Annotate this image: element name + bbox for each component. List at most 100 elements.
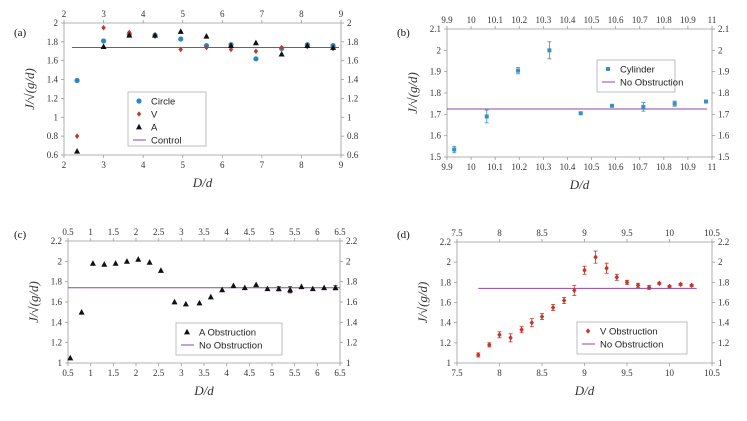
x-tick-label: 2	[134, 368, 139, 378]
y-tick-label: 1.2	[51, 338, 62, 348]
x-axis-label: D/d	[569, 177, 590, 192]
data-point	[497, 331, 502, 338]
legend: Cylinder No Obstruction	[596, 59, 683, 93]
x-tick-label: 10.7	[632, 162, 648, 172]
y-tick-label: 0.6	[47, 150, 59, 160]
x-axis-label: D/d	[193, 383, 214, 398]
data-point	[203, 33, 210, 39]
x-tick-label: 4	[141, 160, 146, 170]
y-tick-label-right: 2	[346, 256, 351, 266]
x-tick-label-top: 10.5	[584, 15, 600, 25]
x-tick-label: 6	[220, 160, 225, 170]
data-point	[635, 282, 641, 289]
data-point	[578, 111, 583, 116]
series-cylinder	[452, 41, 708, 154]
x-tick-label-top: 4.5	[244, 227, 256, 237]
y-tick-label: 2	[447, 257, 452, 267]
legend-label: V Obstruction	[600, 327, 658, 338]
panel-tag: (a)	[14, 27, 27, 39]
x-tick-label-top: 10.8	[656, 15, 672, 25]
y-tick-label: 0.8	[47, 131, 59, 141]
legend: A Obstruction No Obstruction	[175, 322, 283, 356]
y-tick-label-right: 1.6	[718, 131, 730, 141]
x-tick-label: 1.5	[108, 368, 120, 378]
x-tick-label-top: 6	[315, 227, 320, 237]
y-tick-label: 2	[437, 45, 442, 55]
data-point	[219, 286, 226, 293]
y-tick-label-right: 2	[718, 257, 723, 267]
legend-label: A Obstruction	[199, 328, 256, 339]
x-tick-label: 10	[467, 162, 477, 172]
data-point	[508, 334, 513, 341]
y-tick-label: 1.8	[440, 277, 452, 287]
x-tick-label-top: 10	[467, 15, 477, 25]
y-tick-label: 1.6	[440, 298, 452, 308]
x-tick-label-top: 3	[179, 227, 184, 237]
data-point	[689, 282, 694, 289]
legend-marker	[136, 123, 142, 130]
x-tick-label: 7.5	[451, 368, 463, 378]
x-tick-label-top: 8	[299, 9, 304, 19]
data-point	[146, 259, 153, 265]
x-tick-label: 2	[62, 160, 67, 170]
y-tick-label: 1.8	[47, 37, 59, 47]
data-point	[593, 254, 598, 260]
data-point	[157, 267, 164, 273]
x-tick-label: 3	[179, 368, 184, 378]
legend-label: No Obstruction	[600, 340, 663, 351]
data-point	[177, 28, 184, 34]
data-point	[178, 36, 184, 42]
x-tick-label-top: 5.5	[289, 227, 301, 237]
x-tick-label-top: 10.1	[487, 15, 503, 25]
y-tick-label: 1.2	[440, 338, 451, 348]
x-tick-label-top: 9.5	[621, 228, 633, 238]
x-tick-label-top: 2	[62, 9, 67, 19]
x-tick-label-top: 7	[260, 9, 265, 19]
data-point	[678, 281, 683, 288]
data-point	[452, 147, 457, 152]
y-tick-label-right: 1.8	[346, 277, 358, 287]
y-tick-label-right: 1.6	[346, 297, 358, 307]
data-point	[275, 285, 282, 292]
x-tick-label: 7	[260, 160, 265, 170]
legend-label: No Obstruction	[199, 341, 262, 352]
y-tick-label-right: 1.4	[718, 318, 730, 328]
y-tick-label: 1.8	[51, 277, 63, 287]
data-point	[253, 56, 259, 62]
data-point	[287, 286, 294, 293]
data-point	[78, 308, 85, 315]
x-tick-label-top: 4	[141, 9, 146, 19]
y-tick-label-right: 1	[346, 358, 351, 368]
data-point	[178, 46, 183, 53]
data-point	[484, 114, 489, 119]
x-tick-label-top: 10.2	[511, 15, 527, 25]
data-point	[516, 68, 521, 73]
data-point	[487, 342, 492, 348]
x-tick-label-top: 9.9	[441, 15, 453, 25]
x-tick-label: 10.6	[608, 162, 624, 172]
x-axis-label: D/d	[192, 175, 213, 190]
x-tick-label-top: 2	[134, 227, 139, 237]
data-point	[228, 46, 234, 53]
legend-marker	[606, 67, 610, 71]
data-point	[241, 284, 248, 291]
y-tick-label-right: 1	[718, 358, 723, 368]
y-tick-label-right: 1.4	[347, 75, 359, 85]
data-point	[550, 304, 556, 311]
y-tick-label: 1.7	[430, 109, 442, 119]
data-point	[252, 39, 259, 46]
data-point	[298, 283, 305, 290]
legend-box	[596, 59, 676, 93]
y-tick-label-right: 0.8	[347, 131, 359, 141]
data-point	[126, 32, 133, 38]
y-tick-label-right: 1.9	[718, 67, 730, 77]
x-tick-label: 3	[101, 160, 106, 170]
legend-box	[576, 321, 688, 355]
y-axis-label: J/√(g/d)	[405, 72, 420, 114]
x-tick-label: 10.1	[487, 162, 503, 172]
y-tick-label: 1.9	[430, 67, 442, 77]
legend-marker	[136, 111, 142, 117]
y-tick-label-right: 2.2	[346, 236, 357, 246]
y-tick-label: 1.4	[440, 318, 452, 328]
